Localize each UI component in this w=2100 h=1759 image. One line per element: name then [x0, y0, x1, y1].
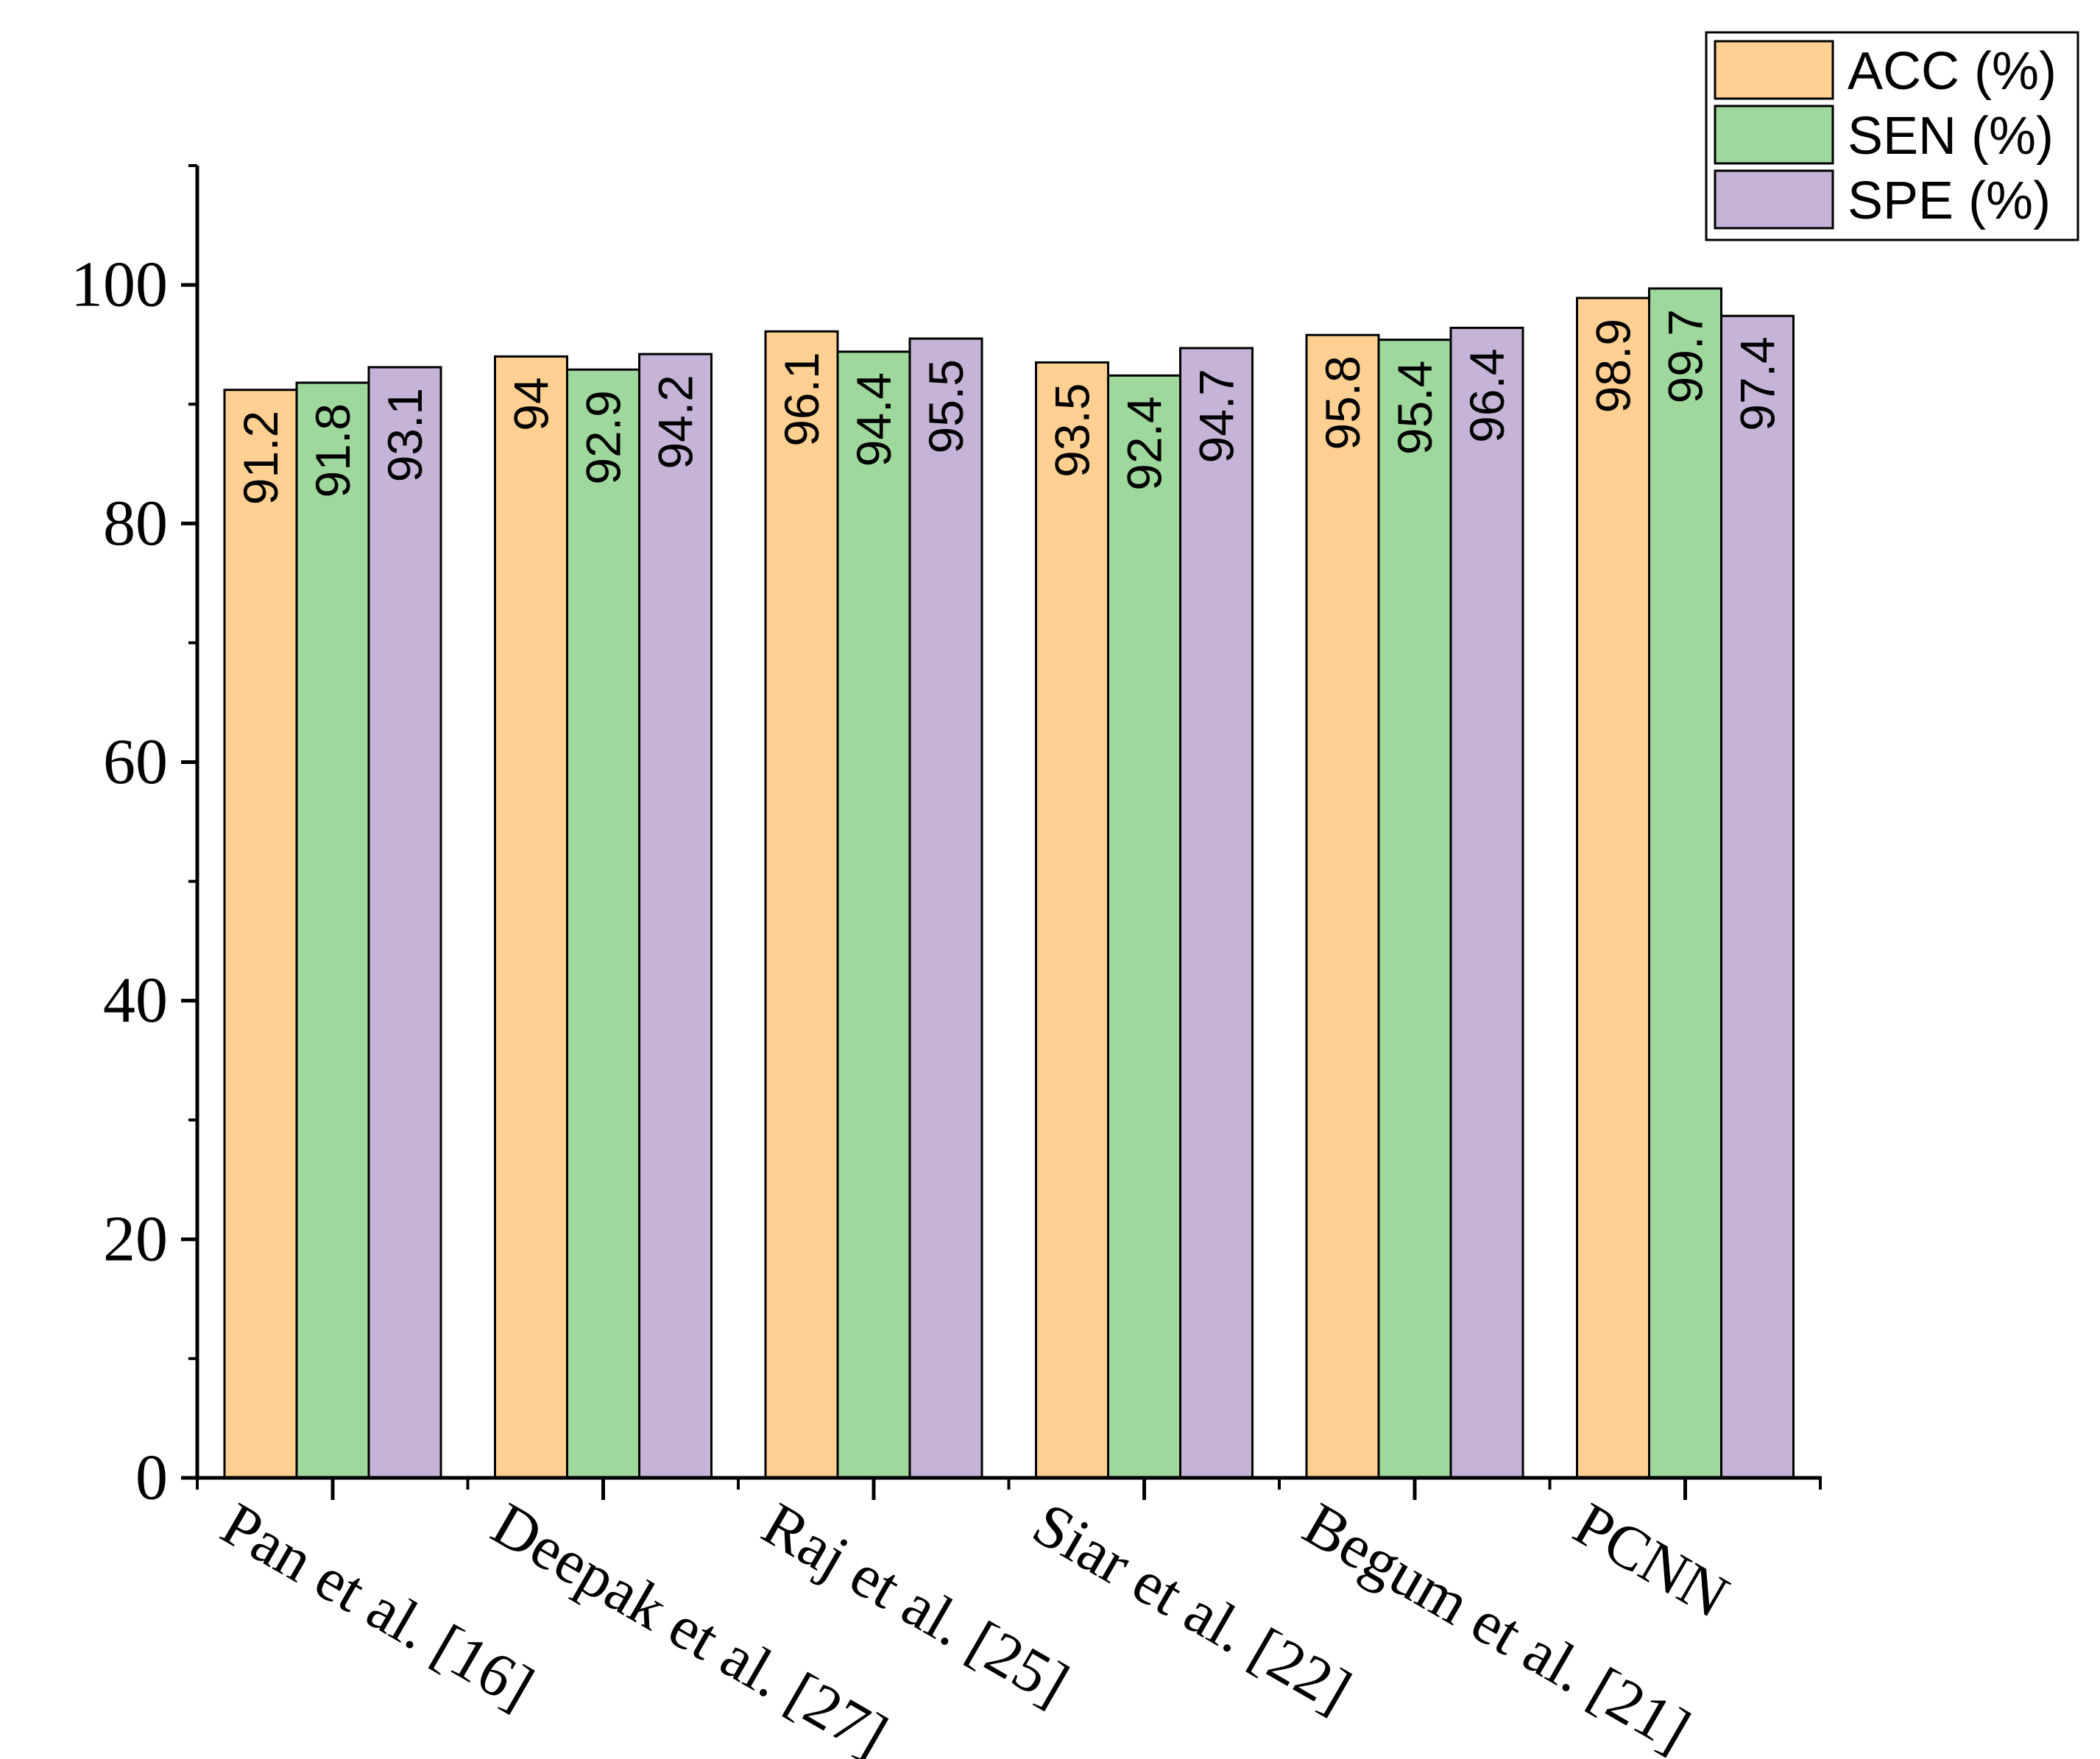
x-category-label: PCNN	[1563, 1490, 1740, 1632]
bar-value-label: 97.4	[1730, 336, 1785, 431]
bar-value-label: 95.5	[919, 359, 973, 453]
y-tick-label: 100	[71, 249, 168, 321]
bar-spe-pan-et-al-16	[367, 366, 442, 1479]
bar-spe-siar-et-al-22	[1179, 347, 1254, 1479]
bar-value-label: 94	[504, 377, 559, 431]
bar-value-label: 93.5	[1045, 383, 1100, 477]
bar-acc-raj-et-al-25	[764, 330, 839, 1479]
y-tick-label: 80	[103, 488, 168, 559]
bar-value-label: 99.7	[1658, 309, 1713, 403]
bar-sen-siar-et-al-22	[1107, 374, 1181, 1479]
y-tick-label: 20	[103, 1203, 168, 1275]
y-tick-label: 0	[135, 1443, 168, 1514]
bar-value-label: 96.4	[1460, 348, 1514, 442]
legend: ACC (%) SEN (%)SPE (%)	[1705, 31, 2079, 241]
bar-sen-raj-et-al-25	[836, 350, 911, 1479]
bar-value-label: 94.4	[846, 372, 901, 467]
bar-value-label: 95.4	[1387, 361, 1442, 455]
bar-spe-deepak-et-al-27	[638, 353, 713, 1479]
bar-value-label: 96.1	[774, 352, 829, 446]
legend-label: ACC (%)	[1848, 42, 2057, 101]
bars-layer	[223, 287, 1795, 1479]
bar-value-label: 92.4	[1117, 396, 1172, 490]
bar-value-label: 91.2	[233, 411, 288, 505]
legend-swatch-acc	[1714, 40, 1834, 100]
legend-swatch-spe	[1714, 169, 1834, 230]
bar-acc-deepak-et-al-27	[494, 355, 568, 1479]
legend-label: SPE (%)	[1848, 171, 2051, 230]
bar-spe-begum-et-al-21	[1449, 326, 1524, 1479]
bar-acc-siar-et-al-22	[1035, 361, 1109, 1479]
bar-spe-raj-et-al-25	[908, 337, 983, 1479]
bar-acc-pan-et-al-16	[223, 389, 298, 1479]
bar-sen-begum-et-al-21	[1377, 339, 1452, 1479]
bar-sen-deepak-et-al-27	[566, 368, 640, 1479]
bar-labels-layer: 91.2 91.8 93.1 94 92.9 94.2 96.1 94.4 95.5 93.5 92…	[233, 309, 1785, 505]
bar-value-label: 91.8	[305, 403, 360, 498]
bar-value-label: 92.9	[576, 390, 631, 484]
legend-label: SEN (%)	[1848, 107, 2054, 166]
bar-value-label: 98.9	[1586, 319, 1641, 413]
legend-swatch-sen	[1714, 105, 1834, 165]
y-tick-label: 60	[103, 726, 168, 798]
bar-sen-pan-et-al-16	[295, 381, 370, 1479]
bar-spe-pcnn	[1720, 314, 1795, 1479]
bar-sen-pcnn	[1648, 287, 1722, 1479]
bar-value-label: 94.7	[1189, 369, 1244, 463]
bar-value-label: 93.1	[378, 388, 432, 482]
bar-value-label: 95.8	[1315, 355, 1370, 450]
bar-acc-pcnn	[1576, 297, 1650, 1479]
bar-acc-begum-et-al-21	[1305, 333, 1380, 1479]
y-tick-label: 40	[103, 965, 168, 1036]
bar-value-label: 94.2	[648, 375, 703, 469]
